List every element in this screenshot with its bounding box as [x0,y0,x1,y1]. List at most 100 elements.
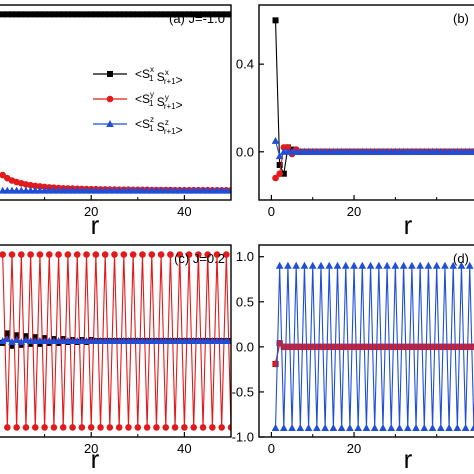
legend-text: > [176,73,183,87]
data-point-sy [106,424,114,431]
data-point-sx [0,11,6,18]
data-point-sz [271,423,280,431]
data-point-sz [227,186,231,194]
data-point-sz [317,261,325,269]
data-point-sx [181,11,188,18]
data-point-sz [0,337,7,344]
data-point-sz [284,261,292,269]
legend-superscript: x [150,65,154,74]
data-point-sx [4,11,11,18]
data-point-sz [8,337,16,345]
data-point-sz [428,423,437,431]
data-point-sy [209,424,216,431]
data-point-sz [449,261,458,269]
legend-subscript: 1 [149,99,154,108]
plot-area-c [0,251,231,431]
data-point-sz [337,423,346,431]
data-point-sx [125,11,132,18]
data-point-sy [272,174,279,182]
data-point-sx [116,11,123,18]
legend-entry-sx: <Sx 1 Sx r+1> [93,65,183,87]
legend-superscript: z [150,115,154,124]
data-point-sz [453,423,462,431]
legend-swatch-marker [106,120,114,127]
data-point-sy [97,424,104,431]
data-point-sz [383,261,391,269]
legend-superscript: y [150,90,154,99]
data-point-sy [8,251,16,258]
data-point-sx [148,11,155,18]
data-point-sz [329,423,338,431]
data-point-sz [399,261,408,269]
data-point-sz [375,261,383,269]
data-point-sz [296,423,305,431]
data-point-sy [176,251,184,258]
data-point-sz [416,261,424,269]
data-point-sy [129,251,137,258]
data-point-sx [280,170,287,177]
data-point-sz [292,261,300,269]
data-point-sz [346,423,354,431]
legend-superscript: z [165,118,169,127]
x-axis-label: r [91,210,100,240]
data-point-sx [228,11,231,18]
data-point-sx [32,11,39,18]
data-point-sz [227,337,231,344]
data-point-sz [445,423,453,431]
data-point-sy [218,424,225,431]
data-point-sz [325,261,334,269]
data-point-sx [60,11,67,18]
data-point-sy [143,424,151,431]
legend-subscript: r+1 [164,102,176,111]
data-point-sz [370,423,379,431]
data-point-sz [420,423,429,431]
data-point-sy [125,424,132,431]
data-point-sy [185,251,193,258]
data-point-sx [4,330,11,337]
y-tick-label: 0.4 [236,57,254,72]
data-point-sy [115,424,123,431]
data-point-sz [461,423,470,431]
data-point-sx [195,11,202,18]
data-point-sz [17,337,26,345]
legend-entry-sy: <Sy 1 Sy r+1> [93,90,183,112]
data-point-sx [139,11,146,18]
legend-text: <S [135,92,150,106]
data-point-sx [214,11,221,18]
data-point-sz [313,423,321,431]
data-point-sy [83,251,90,258]
data-point-sy [22,424,30,431]
data-point-sz [391,261,400,269]
data-point-sz [279,423,288,431]
data-point-sx [218,11,225,18]
data-point-sz [395,423,404,431]
legend-entry-sz: <Sz 1 Sz r+1> [93,115,183,137]
legend-text: S [153,70,164,84]
panel-b: 0 20 0.0 0.4 r (b) [236,4,474,240]
data-point-sx [50,11,57,18]
legend-text: > [176,98,183,112]
data-point-sx [13,332,20,339]
x-tick-label: 20 [347,441,361,456]
data-point-sx [276,161,283,168]
data-point-sx [158,11,165,18]
data-point-sz [341,261,350,269]
data-point-sx [272,17,279,24]
x-tick-label: 20 [84,204,98,219]
data-point-sy [167,251,174,258]
data-point-sx [186,11,193,18]
data-point-sx [8,11,15,18]
axes-frame-b [258,4,474,201]
plot-area-d [271,261,474,431]
y-tick-label: 0.5 [236,294,254,309]
data-point-sy [157,251,165,258]
data-point-sx [172,11,179,18]
data-point-sz [3,335,12,343]
data-point-sx [69,11,76,18]
data-point-sy [78,424,86,431]
y-tick-label: -0.5 [232,384,254,399]
x-tick-label: 0 [268,204,275,219]
legend-swatch-marker [106,95,114,103]
data-point-sz [304,423,313,431]
